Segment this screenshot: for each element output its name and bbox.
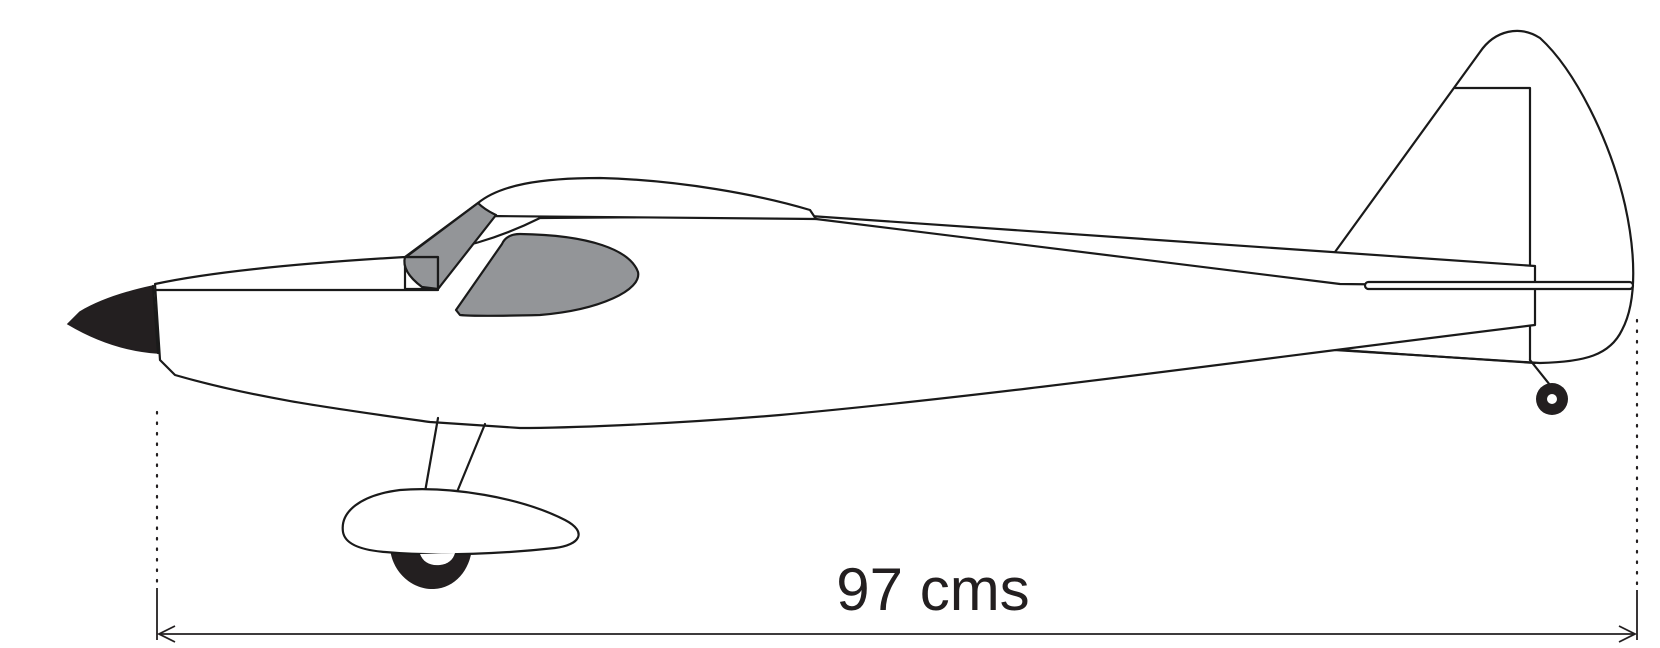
fuselage — [153, 214, 1537, 430]
dimension-line — [156, 588, 1638, 643]
horizontal-stabilizer — [814, 217, 1635, 365]
wheel-pant — [341, 488, 580, 556]
tail-wheel — [1528, 358, 1568, 415]
side-window — [454, 232, 640, 317]
front-window-glass — [404, 201, 498, 291]
windshield-glass — [403, 255, 440, 291]
dimension-label: 97 cms — [836, 556, 1029, 623]
main-landing-gear — [341, 416, 580, 590]
propeller-spinner — [66, 285, 159, 354]
canopy-frame — [403, 176, 818, 291]
